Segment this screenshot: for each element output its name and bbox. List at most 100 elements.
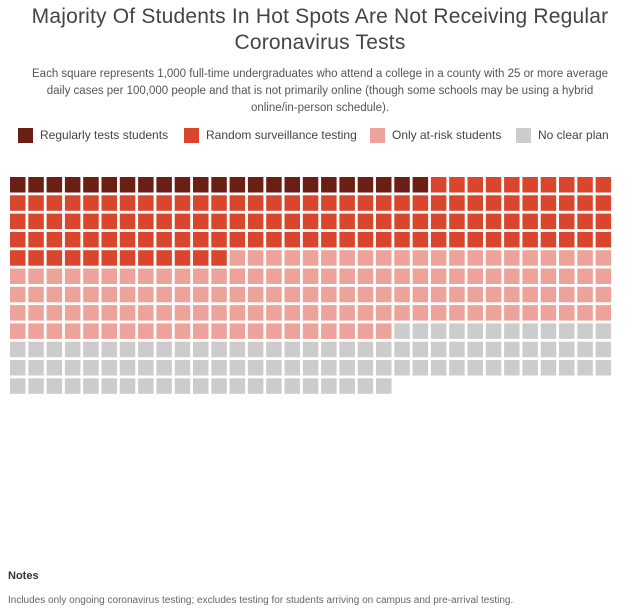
waffle-square-random [10, 213, 26, 230]
legend-swatch-no-plan [516, 128, 531, 143]
waffle-square-at-risk [119, 323, 136, 339]
waffle-square-at-risk [485, 268, 502, 284]
waffle-square-random [559, 177, 575, 193]
waffle-square-random [522, 231, 538, 248]
waffle-square-no-plan [559, 323, 575, 339]
waffle-square-no-plan [302, 378, 319, 394]
waffle-square-no-plan [83, 378, 99, 394]
waffle-square-random [559, 213, 575, 230]
waffle-square-no-plan [174, 341, 191, 358]
waffle-square-random [467, 231, 483, 248]
waffle-square-no-plan [302, 360, 319, 376]
waffle-square-random [83, 231, 99, 248]
waffle-square-random [46, 213, 63, 230]
waffle-square-no-plan [430, 360, 447, 376]
waffle-square-at-risk [485, 250, 502, 266]
waffle-square-at-risk [321, 286, 337, 303]
waffle-square-random [449, 213, 465, 230]
waffle-square-random [504, 177, 520, 193]
waffle-square-at-risk [193, 305, 209, 321]
waffle-square-no-plan [119, 378, 136, 394]
waffle-square-at-risk [28, 323, 44, 339]
waffle-square-at-risk [138, 286, 154, 303]
waffle-square-no-plan [138, 360, 154, 376]
waffle-square-at-risk [28, 286, 44, 303]
waffle-square-no-plan [46, 341, 63, 358]
waffle-square-at-risk [321, 305, 337, 321]
waffle-square-at-risk [467, 250, 483, 266]
waffle-square-at-risk [412, 250, 429, 266]
waffle-square-no-plan [449, 341, 465, 358]
waffle-square-random [284, 195, 300, 211]
waffle-square-at-risk [412, 286, 429, 303]
waffle-square-no-plan [284, 341, 300, 358]
waffle-square-no-plan [211, 378, 227, 394]
waffle-square-no-plan [211, 341, 227, 358]
waffle-square-random [193, 195, 209, 211]
waffle-square-random [577, 177, 593, 193]
waffle-square-no-plan [229, 378, 246, 394]
waffle-square-no-plan [156, 378, 172, 394]
waffle-square-at-risk [449, 286, 465, 303]
waffle-square-at-risk [357, 286, 374, 303]
waffle-square-no-plan [266, 378, 282, 394]
waffle-square-random [376, 195, 392, 211]
waffle-square-no-plan [357, 378, 374, 394]
waffle-square-at-risk [211, 286, 227, 303]
waffle-square-no-plan [467, 360, 483, 376]
waffle-square-random [101, 213, 117, 230]
waffle-square-random [467, 195, 483, 211]
waffle-square-no-plan [229, 360, 246, 376]
waffle-square-random [284, 213, 300, 230]
waffle-square-random [46, 231, 63, 248]
waffle-square-no-plan [357, 360, 374, 376]
waffle-square-at-risk [266, 305, 282, 321]
waffle-square-no-plan [357, 341, 374, 358]
waffle-square-at-risk [577, 250, 593, 266]
waffle-square-random [449, 231, 465, 248]
waffle-square-random [138, 213, 154, 230]
waffle-square-random [595, 213, 612, 230]
waffle-square-no-plan [229, 341, 246, 358]
waffle-square-random [504, 195, 520, 211]
waffle-square-regular [376, 177, 392, 193]
waffle-square-random [595, 195, 612, 211]
waffle-square-at-risk [138, 323, 154, 339]
waffle-square-no-plan [64, 360, 81, 376]
waffle-square-no-plan [101, 341, 117, 358]
waffle-square-at-risk [101, 305, 117, 321]
waffle-square-at-risk [559, 305, 575, 321]
waffle-square-random [559, 231, 575, 248]
waffle-square-at-risk [138, 305, 154, 321]
waffle-square-random [540, 195, 557, 211]
waffle-square-no-plan [430, 323, 447, 339]
waffle-square-at-risk [357, 305, 374, 321]
waffle-square-no-plan [540, 323, 557, 339]
waffle-square-at-risk [302, 305, 319, 321]
waffle-square-random [449, 195, 465, 211]
waffle-square-no-plan [321, 378, 337, 394]
waffle-square-random [174, 250, 191, 266]
waffle-square-random [394, 195, 410, 211]
waffle-square-no-plan [64, 378, 81, 394]
waffle-square-regular [266, 177, 282, 193]
waffle-square-regular [156, 177, 172, 193]
waffle-square-random [101, 195, 117, 211]
waffle-square-at-risk [376, 286, 392, 303]
waffle-square-no-plan [376, 341, 392, 358]
waffle-square-at-risk [595, 268, 612, 284]
waffle-square-random [247, 213, 264, 230]
legend-label-no-plan: No clear plan [538, 128, 609, 142]
waffle-square-at-risk [467, 268, 483, 284]
waffle-square-random [577, 231, 593, 248]
waffle-square-random [577, 213, 593, 230]
waffle-square-random [156, 195, 172, 211]
waffle-square-no-plan [394, 341, 410, 358]
waffle-square-random [211, 213, 227, 230]
waffle-square-random [430, 177, 447, 193]
waffle-square-no-plan [46, 378, 63, 394]
waffle-square-no-plan [83, 360, 99, 376]
waffle-square-random [302, 231, 319, 248]
waffle-square-at-risk [430, 305, 447, 321]
waffle-square-no-plan [595, 360, 612, 376]
